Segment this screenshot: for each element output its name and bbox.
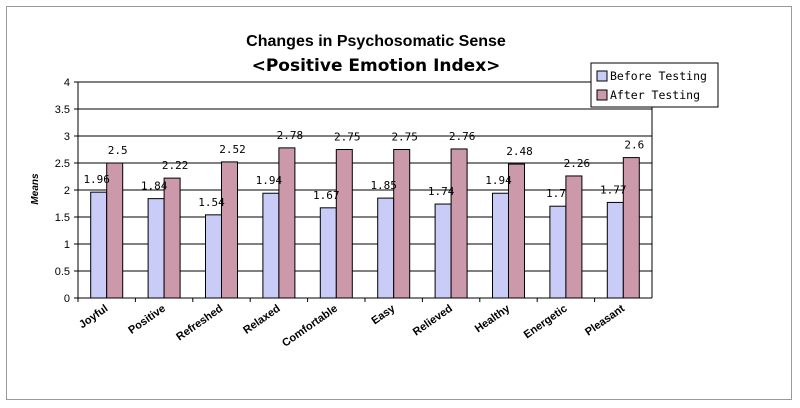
- bar: [335, 149, 353, 299]
- bar: [278, 147, 296, 299]
- y-tick-label: 1.5: [55, 212, 70, 224]
- bar: [606, 201, 624, 299]
- bar: [492, 192, 509, 299]
- data-label: 2.78: [277, 129, 304, 142]
- y-tick-label: 0: [64, 293, 70, 305]
- chart-subtitle: <Positive Emotion Index>: [252, 56, 501, 76]
- data-label: 1.94: [485, 174, 512, 187]
- bars: [90, 147, 640, 299]
- data-label: 2.76: [449, 130, 476, 143]
- x-category-label: Positive: [126, 303, 167, 337]
- legend-label: After Testing: [610, 88, 700, 102]
- y-tick-label: 3: [64, 131, 70, 143]
- chart-title: Changes in Psychosomatic Sense: [246, 33, 506, 50]
- bar: [565, 175, 583, 299]
- legend: Before Testing After Testing: [590, 62, 719, 108]
- y-tick-label: 1: [64, 239, 70, 251]
- y-tick-labels: 0 0.5 1 1.5 2 2.5 3 3.5 4: [55, 77, 70, 305]
- bar: [147, 198, 165, 299]
- bar: [377, 197, 395, 299]
- data-label: 2.5: [108, 144, 128, 157]
- bar: [205, 214, 222, 299]
- bar: [434, 203, 452, 299]
- x-category-label: Pleasant: [583, 302, 627, 338]
- x-category-label: Joyful: [77, 303, 110, 331]
- x-category-label: Refreshed: [174, 303, 225, 344]
- bar: [393, 149, 411, 299]
- data-label: 1.7: [546, 187, 566, 200]
- x-category-label: Comfortable: [280, 303, 340, 350]
- data-label: 1.85: [370, 179, 397, 192]
- x-category-label: Relieved: [411, 303, 455, 339]
- y-tick-label: 0.5: [55, 266, 70, 278]
- x-category-label: Relaxed: [241, 303, 282, 337]
- data-label: 1.77: [600, 183, 627, 196]
- bar: [163, 177, 181, 299]
- bar: [549, 205, 567, 299]
- data-label: 1.67: [313, 189, 340, 202]
- data-label: 2.52: [219, 143, 246, 156]
- x-category-label: Energetic: [522, 303, 570, 342]
- data-label: 1.96: [83, 173, 110, 186]
- data-labels: 1.96 2.5 1.84 2.22 1.54 2.52 1.94 2.78 1.67 2.75 1…: [83, 129, 644, 209]
- legend-swatch: [596, 70, 608, 82]
- data-label: 2.26: [564, 157, 591, 170]
- bar: [90, 191, 108, 299]
- y-tick-label: 3.5: [55, 104, 70, 116]
- bar: [221, 161, 238, 299]
- bar: [319, 207, 337, 299]
- y-tick-label: 2: [64, 185, 70, 197]
- bar: [450, 148, 468, 299]
- y-axis-label: Means: [30, 173, 41, 205]
- data-label: 2.75: [334, 131, 361, 144]
- y-tick-label: 4: [64, 77, 70, 89]
- bar: [622, 157, 640, 299]
- data-label: 2.48: [506, 145, 533, 158]
- legend-swatch: [596, 89, 608, 101]
- x-category-labels: Joyful Positive Refreshed RelaxedComfortabl…: [77, 298, 627, 350]
- y-tick-label: 2.5: [55, 158, 70, 170]
- data-label: 2.22: [162, 159, 189, 172]
- data-label: 1.74: [428, 185, 455, 198]
- x-category-label: Healthy: [473, 302, 513, 335]
- data-label: 2.6: [624, 139, 644, 152]
- legend-label: Before Testing: [610, 69, 707, 83]
- legend-box: [590, 62, 719, 108]
- x-category-label: Easy: [369, 302, 398, 327]
- data-label: 1.94: [256, 174, 283, 187]
- data-label: 1.84: [141, 180, 168, 193]
- bar: [262, 192, 280, 299]
- data-label: 2.75: [391, 131, 418, 144]
- data-label: 1.54: [198, 196, 225, 209]
